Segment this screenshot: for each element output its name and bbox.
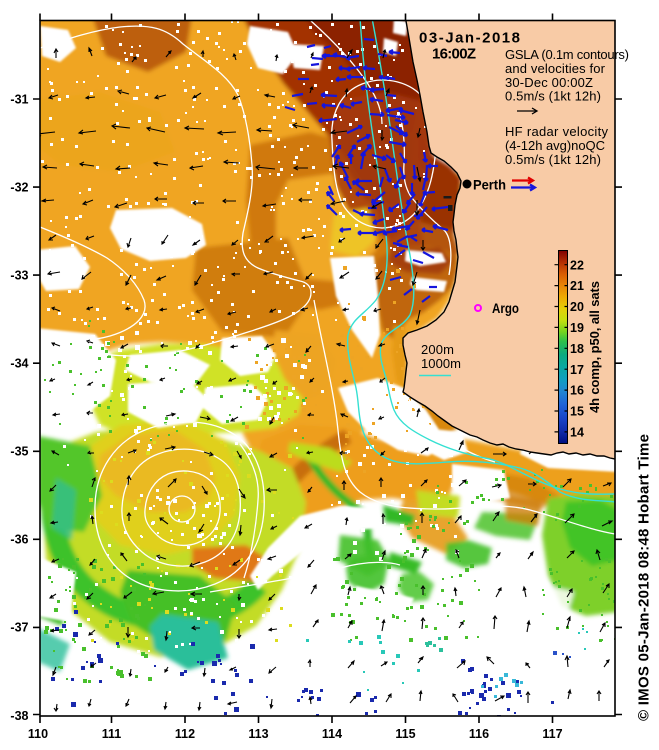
svg-text:113: 113: [248, 727, 268, 741]
svg-text:© IMOS 05-Jan-2018 08:48 Hobar: © IMOS 05-Jan-2018 08:48 Hobart Time: [636, 434, 653, 721]
svg-text:Perth: Perth: [473, 177, 506, 193]
svg-text:03-Jan-2018: 03-Jan-2018: [419, 30, 520, 47]
svg-text:-33: -33: [10, 268, 28, 282]
svg-text:-31: -31: [10, 92, 28, 106]
svg-text:20: 20: [570, 300, 584, 314]
svg-text:14: 14: [570, 426, 584, 440]
svg-text:15: 15: [570, 405, 584, 419]
svg-text:4h comp, p50, all sats: 4h comp, p50, all sats: [587, 281, 602, 413]
svg-text:-37: -37: [10, 621, 28, 635]
svg-text:(4-12h avg)noQC: (4-12h avg)noQC: [505, 138, 605, 153]
svg-text:16:00Z: 16:00Z: [432, 46, 476, 63]
svg-text:200m: 200m: [421, 342, 454, 357]
svg-text:-34: -34: [10, 357, 28, 371]
svg-text:114: 114: [322, 727, 342, 741]
svg-text:-32: -32: [10, 180, 28, 194]
svg-text:21: 21: [570, 279, 584, 293]
svg-text:Argo: Argo: [492, 301, 519, 316]
svg-text:0.5m/s (1kt 12h): 0.5m/s (1kt 12h): [505, 89, 601, 104]
svg-text:18: 18: [570, 342, 584, 356]
svg-text:GSLA (0.1m contours): GSLA (0.1m contours): [505, 47, 629, 62]
svg-text:HF radar velocity: HF radar velocity: [505, 124, 609, 139]
svg-text:17: 17: [570, 363, 584, 377]
svg-text:112: 112: [175, 727, 195, 741]
svg-text:111: 111: [102, 727, 122, 741]
svg-text:117: 117: [542, 727, 562, 741]
svg-text:22: 22: [570, 258, 584, 272]
svg-text:1000m: 1000m: [421, 356, 461, 371]
svg-text:115: 115: [395, 727, 415, 741]
svg-text:-38: -38: [10, 709, 28, 723]
svg-text:30-Dec 00:00Z: 30-Dec 00:00Z: [505, 75, 593, 90]
svg-text:-36: -36: [10, 533, 28, 547]
svg-text:-35: -35: [10, 445, 28, 459]
svg-text:16: 16: [570, 384, 584, 398]
svg-text:116: 116: [469, 727, 489, 741]
svg-text:110: 110: [28, 727, 48, 741]
svg-text:and velocities for: and velocities for: [505, 61, 606, 76]
svg-text:19: 19: [570, 321, 584, 335]
svg-text:0.5m/s (1kt 12h): 0.5m/s (1kt 12h): [505, 152, 601, 167]
